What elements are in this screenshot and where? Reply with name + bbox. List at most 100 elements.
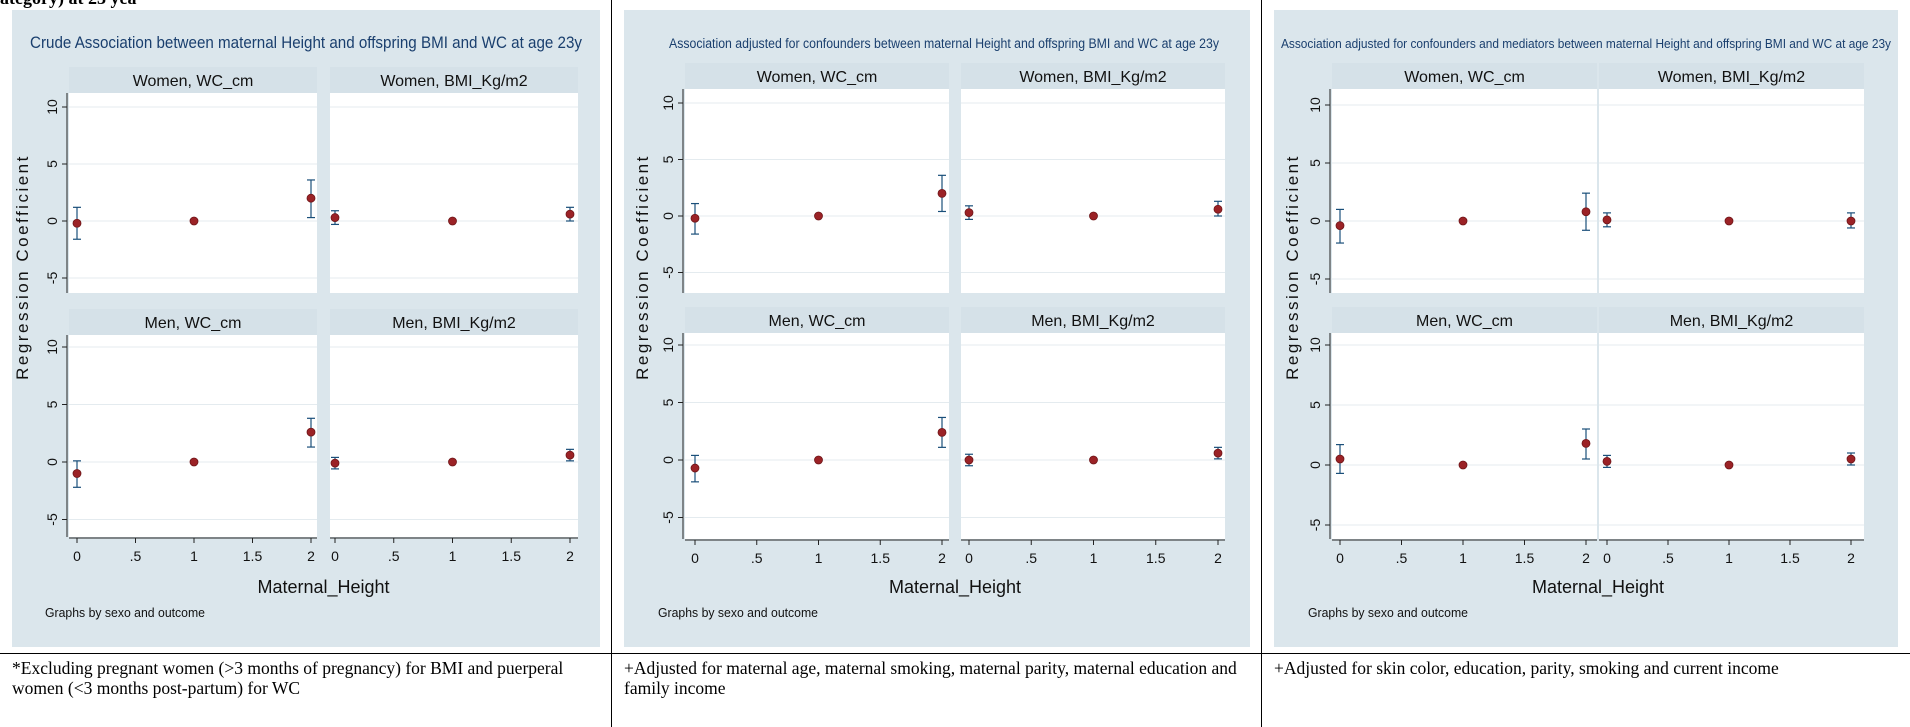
x-tick-label: .5: [388, 548, 400, 564]
facet-label: Men, WC_cm: [145, 315, 242, 332]
data-point: [330, 458, 340, 468]
x-tick-label: .5: [130, 548, 142, 564]
data-point: [72, 218, 82, 228]
facet-0: Women, WC_cm 10 5 0 -5: [1307, 63, 1597, 293]
y-tick-label: -5: [44, 272, 60, 285]
facet-header: [685, 63, 949, 89]
y-tick-label: -5: [44, 513, 60, 526]
y-tick-label: 10: [44, 99, 60, 115]
chart-title: Crude Association between maternal Heigh…: [30, 34, 583, 52]
data-point: [1581, 207, 1591, 217]
footnote-text-2: +Adjusted for maternal age, maternal smo…: [624, 658, 1237, 698]
facet-label: Women, WC_cm: [1404, 69, 1525, 86]
x-tick-label: 1.5: [502, 548, 522, 564]
data-point: [1335, 454, 1345, 464]
x-tick-label: .5: [1396, 550, 1408, 566]
facet-2: Men, WC_cm 10 5 0 -5 0 .5 1 1.5 2: [44, 309, 317, 564]
plot-area: [685, 89, 949, 293]
graphs-by-note: Graphs by sexo and outcome: [1308, 605, 1468, 620]
plot-area: [330, 93, 578, 293]
facet-header: [961, 307, 1225, 333]
footnote-cell-2: +Adjusted for maternal age, maternal smo…: [612, 653, 1262, 727]
y-tick-label: -5: [1307, 273, 1323, 286]
chart-mediators: Association adjusted for confounders and…: [1274, 10, 1898, 647]
facet-label: Men, BMI_Kg/m2: [1031, 313, 1155, 330]
facet-0: Women, WC_cm 10 5 0 -5: [44, 67, 317, 293]
facet-3: Men, BMI_Kg/m2 0 .5 1 1.5 2: [1599, 307, 1864, 566]
facet-label: Women, BMI_Kg/m2: [1019, 69, 1166, 86]
x-tick-label: 2: [1214, 550, 1222, 566]
facet-label: Women, WC_cm: [133, 73, 254, 90]
y-tick-label: 10: [660, 95, 676, 111]
data-point: [1089, 211, 1098, 221]
x-axis-label: Maternal_Height: [257, 577, 389, 598]
y-tick-label: 10: [1307, 337, 1323, 353]
x-tick-label: 1: [1725, 550, 1733, 566]
data-point: [330, 213, 340, 222]
x-tick-label: 1: [449, 548, 457, 564]
data-point: [690, 463, 700, 473]
facet-label: Men, WC_cm: [1416, 313, 1513, 330]
x-tick-label: 0: [73, 548, 81, 564]
plot-area: [69, 335, 317, 537]
chart-title: Association adjusted for confounders bet…: [669, 36, 1219, 51]
x-tick-label: .5: [1662, 550, 1674, 566]
facet-1: Women, BMI_Kg/m2: [330, 67, 578, 293]
x-tick-label: 1: [1090, 550, 1098, 566]
data-point: [814, 455, 823, 465]
data-point: [814, 211, 823, 221]
y-tick-label: 5: [660, 155, 676, 163]
x-tick-label: 1: [190, 548, 198, 564]
facet-header: [1599, 63, 1864, 89]
data-point: [189, 457, 199, 467]
facet-1: Women, BMI_Kg/m2: [1599, 63, 1864, 293]
y-tick-label: 0: [44, 458, 60, 466]
y-tick-label: -5: [660, 511, 676, 524]
data-point: [1581, 438, 1591, 448]
data-point: [306, 427, 316, 437]
data-point: [1213, 448, 1223, 458]
y-tick-label: 10: [660, 337, 676, 353]
data-point: [306, 193, 316, 203]
x-tick-label: 0: [1336, 550, 1344, 566]
facet-2: Men, WC_cm 10 5 0 -5 0 .5 1 1.5 2: [660, 307, 949, 566]
data-point: [1089, 455, 1098, 465]
y-tick-label: 5: [44, 160, 60, 168]
x-tick-label: 0: [691, 550, 699, 566]
facet-3: Men, BMI_Kg/m2 0 .5 1 1.5 2: [961, 307, 1225, 566]
chart-cell-confounders: Association adjusted for confounders bet…: [612, 0, 1262, 653]
plot-area: [1332, 89, 1597, 293]
x-tick-label: 1.5: [1515, 550, 1535, 566]
facet-label: Men, BMI_Kg/m2: [1670, 313, 1794, 330]
x-tick-label: 1.5: [871, 550, 891, 566]
x-tick-label: 1.5: [243, 548, 263, 564]
y-tick-label: 0: [44, 217, 60, 225]
footnote-cell-3: +Adjusted for skin color, education, par…: [1262, 653, 1910, 727]
facet-1: Women, BMI_Kg/m2: [961, 63, 1225, 293]
y-tick-label: 5: [660, 398, 676, 406]
cropped-heading-text: ategory) at 23 yea: [0, 0, 136, 9]
facet-label: Men, BMI_Kg/m2: [392, 315, 516, 332]
facet-header: [685, 307, 949, 333]
footnote-text-1: *Excluding pregnant women (>3 months of …: [12, 658, 564, 698]
y-tick-label: 0: [660, 456, 676, 464]
data-point: [1846, 216, 1856, 226]
x-axis-label: Maternal_Height: [1532, 577, 1664, 598]
data-point: [964, 455, 974, 465]
x-axis-label: Maternal_Height: [889, 577, 1021, 598]
plot-area: [685, 333, 949, 539]
x-tick-label: 2: [938, 550, 946, 566]
data-point: [565, 450, 575, 460]
x-tick-label: 1: [1459, 550, 1467, 566]
facet-0: Women, WC_cm 10 5 0 -5: [660, 63, 949, 293]
x-tick-label: 0: [1603, 550, 1611, 566]
facet-header: [1332, 63, 1597, 89]
plot-area: [1332, 333, 1597, 539]
data-point: [1724, 216, 1734, 226]
plot-area: [69, 93, 317, 293]
data-point: [937, 188, 947, 198]
facet-header: [330, 67, 578, 93]
data-point: [1602, 456, 1612, 466]
data-point: [690, 213, 700, 223]
chart-cell-mediators: Association adjusted for confounders and…: [1262, 0, 1910, 653]
